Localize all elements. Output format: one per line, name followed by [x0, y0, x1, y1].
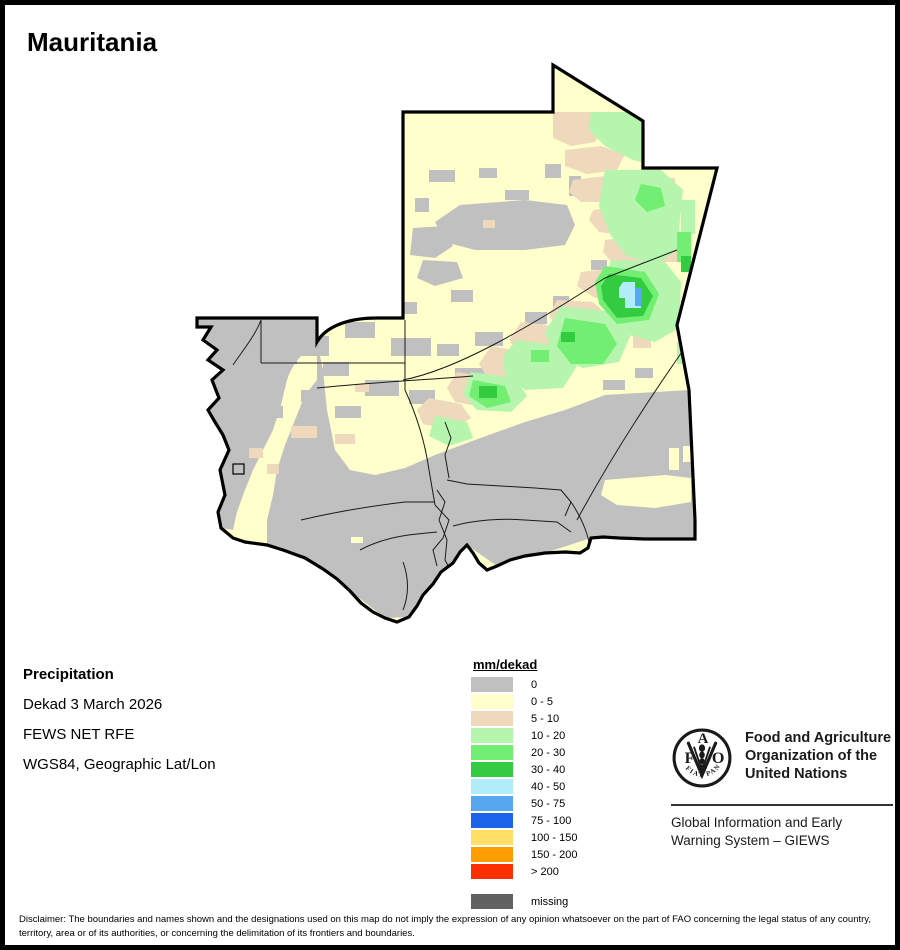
legend-label: 0: [531, 678, 538, 691]
info-line-source: FEWS NET RFE: [23, 726, 135, 743]
legend-swatch-missing: [471, 894, 513, 909]
legend-row: 100 - 150: [471, 829, 641, 846]
legend-row-missing: missing: [471, 893, 641, 910]
legend-label: 50 - 75: [531, 797, 566, 810]
legend-label: 30 - 40: [531, 763, 566, 776]
map-info-block: Precipitation Dekad 3 March 2026 FEWS NE…: [23, 660, 353, 780]
legend-swatch: [471, 864, 513, 879]
legend-label-missing: missing: [531, 895, 569, 908]
page-title: Mauritania: [27, 27, 158, 57]
legend-label: > 200: [531, 865, 559, 878]
legend-row: 5 - 10: [471, 710, 641, 727]
legend-row: 0: [471, 676, 641, 693]
legend-label: 10 - 20: [531, 729, 566, 742]
legend-title: mm/dekad: [473, 657, 538, 672]
legend: mm/dekad 0 0 - 5 5 - 10 10 - 20 20 - 30 …: [471, 657, 641, 910]
fao-branding: F A O FIAT PANIS Food and Agriculture Or…: [668, 722, 896, 850]
fao-organization-name: Food and Agriculture Organization of the…: [745, 727, 891, 783]
fao-org-line-2: Organization of the: [745, 748, 878, 764]
info-line-projection: WGS84, Geographic Lat/Lon: [23, 756, 216, 773]
raster-class-50-75: [635, 288, 642, 306]
map-canvas[interactable]: [5, 50, 895, 650]
legend-swatch: [471, 779, 513, 794]
raster-class-0-5-islands: [351, 425, 691, 543]
legend-row: > 200: [471, 863, 641, 880]
legend-row: 40 - 50: [471, 778, 641, 795]
info-line-dekad: Dekad 3 March 2026: [23, 696, 163, 713]
admin-boundaries: [232, 249, 690, 611]
legend-row: 150 - 200: [471, 846, 641, 863]
legend-label: 0 - 5: [531, 695, 554, 708]
legend-swatch: [471, 677, 513, 692]
svg-text:O: O: [712, 750, 725, 767]
fao-divider: [671, 804, 893, 806]
fao-logo-icon: F A O FIAT PANIS: [668, 722, 733, 794]
giews-line-2: Warning System – GIEWS: [671, 833, 830, 848]
legend-row: 50 - 75: [471, 795, 641, 812]
legend-label: 20 - 30: [531, 746, 566, 759]
legend-swatch: [471, 796, 513, 811]
capital-marker-nouakchott[interactable]: [232, 463, 245, 475]
fao-org-line-1: Food and Agriculture: [745, 730, 892, 746]
legend-label: 75 - 100: [531, 814, 572, 827]
legend-swatch: [471, 813, 513, 828]
legend-row: 30 - 40: [471, 761, 641, 778]
legend-swatch: [471, 728, 513, 743]
legend-swatch: [471, 762, 513, 777]
legend-swatch: [471, 847, 513, 862]
info-line-precipitation: Precipitation: [23, 666, 114, 683]
fao-org-line-3: United Nations: [745, 766, 848, 782]
legend-label: 5 - 10: [531, 712, 560, 725]
country-outline: [195, 62, 720, 624]
legend-swatch: [471, 694, 513, 709]
giews-programme-name: Global Information and Early Warning Sys…: [671, 814, 896, 850]
mauritania-precipitation-map[interactable]: [5, 50, 895, 650]
giews-line-1: Global Information and Early: [671, 815, 843, 830]
legend-row: 10 - 20: [471, 727, 641, 744]
svg-text:A: A: [698, 731, 709, 747]
svg-text:F: F: [685, 750, 695, 767]
legend-swatch: [471, 711, 513, 726]
legend-row: 75 - 100: [471, 812, 641, 829]
legend-row: 0 - 5: [471, 693, 641, 710]
legend-row: 20 - 30: [471, 744, 641, 761]
disclaimer-text: Disclaimer: The boundaries and names sho…: [19, 914, 871, 939]
legend-swatch: [471, 830, 513, 845]
legend-label: 40 - 50: [531, 780, 566, 793]
legend-swatch: [471, 745, 513, 760]
legend-label: 150 - 200: [531, 848, 578, 861]
legend-label: 100 - 150: [531, 831, 578, 844]
